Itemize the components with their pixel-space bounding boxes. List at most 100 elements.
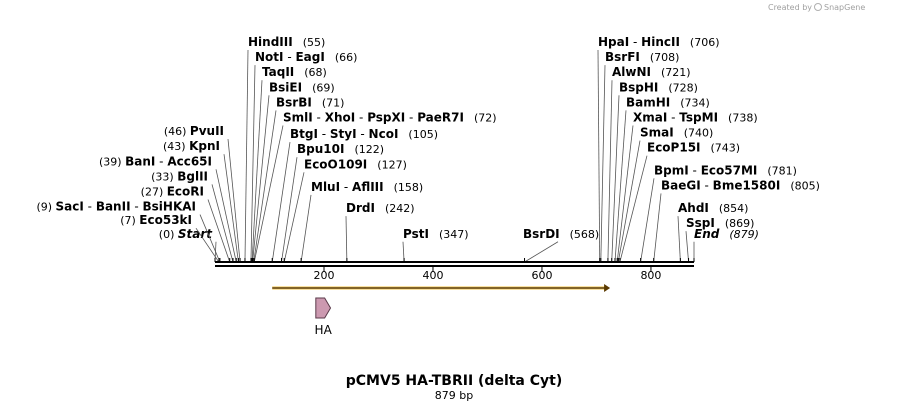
site-ecoo109i[interactable]: EcoO109I (127)	[283, 157, 407, 263]
site-position: (721)	[661, 66, 691, 79]
enzyme-name: PaeR7I	[417, 111, 464, 125]
site-bamhi[interactable]: BamHI (734)	[614, 95, 710, 263]
site-ahdi[interactable]: AhdI (854)	[677, 201, 748, 263]
site-position: (708)	[650, 51, 680, 64]
site-bsrfi[interactable]: BsrFI (708)	[600, 50, 680, 263]
site-position: (71)	[322, 96, 345, 109]
orf-arrow[interactable]	[272, 284, 611, 292]
site-saci-banii-bsihkai[interactable]: (9) SacI - BanII - BsiHKAI	[36, 200, 221, 263]
site-ecop15i[interactable]: EcoP15I (743)	[619, 141, 740, 263]
site-smai[interactable]: SmaI (740)	[617, 126, 714, 263]
site-label: PstI (347)	[403, 227, 469, 241]
feature-ha[interactable]: HA	[315, 297, 333, 337]
site-position: (9)	[36, 201, 55, 214]
site-position: (740)	[684, 127, 714, 140]
site-smli-xhoi-pspxi-paer7i[interactable]: SmlI - XhoI - PspXI - PaeR7I (72)	[253, 111, 497, 263]
site-psti[interactable]: PstI (347)	[402, 227, 469, 263]
snapgene-credit: Created by SnapGene	[768, 3, 865, 12]
site-end[interactable]: End (879)	[693, 227, 759, 262]
site-label: SspI (869)	[686, 216, 754, 230]
enzyme-name: BanI	[125, 154, 155, 168]
site-label: (27) EcoRI	[141, 184, 204, 198]
site-leader-line	[614, 110, 627, 263]
site-drdi[interactable]: DrdI (242)	[345, 201, 415, 263]
site-position: (158)	[394, 181, 424, 194]
site-position: (122)	[354, 143, 384, 156]
enzyme-name: BpmI	[654, 163, 689, 177]
site-label: Bpu10I (122)	[297, 142, 384, 156]
site-position: (854)	[719, 202, 749, 215]
enzyme-name: PstI	[403, 227, 429, 241]
enzyme-name: EcoO109I	[304, 157, 367, 171]
site-xmai-tspmi[interactable]: XmaI - TspMI (738)	[616, 111, 758, 263]
enzyme-name: DrdI	[346, 201, 375, 215]
site-kpni[interactable]: (43) KpnI	[163, 139, 239, 263]
site-bsphi[interactable]: BspHI (728)	[611, 80, 698, 263]
enzyme-name: MluI	[311, 180, 340, 194]
site-hpai-hincii[interactable]: HpaI - HincII (706)	[597, 35, 720, 263]
site-leader-line	[640, 178, 655, 263]
scale-tick-label: 800	[640, 269, 661, 282]
enzyme-name: BamHI	[626, 95, 670, 109]
site-bpmi-eco57mi[interactable]: BpmI - Eco57MI (781)	[640, 163, 797, 263]
enzyme-name: Eco53kI	[139, 213, 192, 227]
site-ecori[interactable]: (27) EcoRI	[141, 184, 231, 263]
site-leader-line	[252, 95, 270, 263]
site-label: HpaI - HincII (706)	[598, 35, 720, 49]
site-position: (39)	[99, 155, 125, 168]
site-eco53ki[interactable]: (7) Eco53kI	[120, 213, 220, 263]
site-leader-line	[199, 214, 221, 263]
site-leader-line	[677, 216, 681, 263]
site-pvuii[interactable]: (46) PvuII	[164, 124, 241, 263]
scale-ticks: 200 400 600 800	[313, 266, 661, 282]
site-taqii[interactable]: TaqII (68)	[251, 65, 327, 263]
site-label: AhdI (854)	[678, 201, 748, 215]
site-sspi[interactable]: SspI (869)	[685, 216, 754, 263]
site-label: BamHI (734)	[626, 95, 710, 109]
site-label: NotI - EagI (66)	[255, 50, 357, 64]
site-bsrdi[interactable]: BsrDI (568)	[523, 227, 599, 263]
enzyme-name: StyI	[330, 127, 357, 141]
site-bglii[interactable]: (33) BglII	[151, 169, 234, 263]
enzyme-name: TaqII	[262, 65, 294, 79]
site-baegi-bme1580i[interactable]: BaeGI - Bme1580I (805)	[653, 178, 820, 263]
site-hindiii[interactable]: HindIII (55)	[244, 35, 325, 263]
enzyme-name: AlwNI	[612, 65, 651, 79]
enzyme-name: NotI	[255, 50, 284, 64]
site-btgi-styi-ncoi[interactable]: BtgI - StyI - NcoI (105)	[271, 127, 438, 263]
orf-arrowhead	[604, 284, 611, 292]
enzyme-name: Bme1580I	[713, 178, 781, 192]
site-leader-line	[345, 216, 348, 263]
site-leader-line	[685, 231, 689, 263]
credit-brand: SnapGene	[824, 3, 865, 12]
enzyme-name: SmlI	[283, 111, 313, 125]
site-position: (105)	[408, 128, 438, 141]
site-leader-line	[244, 49, 249, 263]
site-leader-line	[253, 110, 277, 263]
enzyme-name: Start	[178, 227, 213, 241]
site-position: (347)	[439, 228, 469, 241]
site-leader-line	[250, 65, 256, 263]
site-label: DrdI (242)	[346, 201, 415, 215]
site-alwni[interactable]: AlwNI (721)	[607, 65, 691, 263]
site-label: TaqII (68)	[262, 65, 327, 79]
enzyme-name: EagI	[295, 50, 324, 64]
enzyme-name: BsrFI	[605, 50, 640, 64]
credit-text: Created by	[768, 3, 812, 12]
site-label: BsrBI (71)	[276, 95, 344, 109]
site-leader-line	[619, 155, 648, 263]
site-leader-line	[611, 95, 620, 263]
site-label: SmlI - XhoI - PspXI - PaeR7I (72)	[283, 111, 497, 125]
enzyme-name: HindIII	[248, 35, 293, 49]
site-bsiei[interactable]: BsiEI (69)	[252, 80, 335, 263]
site-leader-line	[271, 142, 291, 263]
site-bsrbi[interactable]: BsrBI (71)	[253, 95, 345, 263]
site-position: (46)	[164, 125, 190, 138]
enzyme-name: BanII	[96, 200, 131, 214]
site-noti-eagi[interactable]: NotI - EagI (66)	[250, 50, 357, 263]
site-position: (0)	[159, 228, 178, 241]
site-mlui-afliii[interactable]: MluI - AflIII (158)	[300, 180, 424, 263]
site-position: (69)	[312, 81, 335, 94]
site-position: (66)	[335, 51, 358, 64]
